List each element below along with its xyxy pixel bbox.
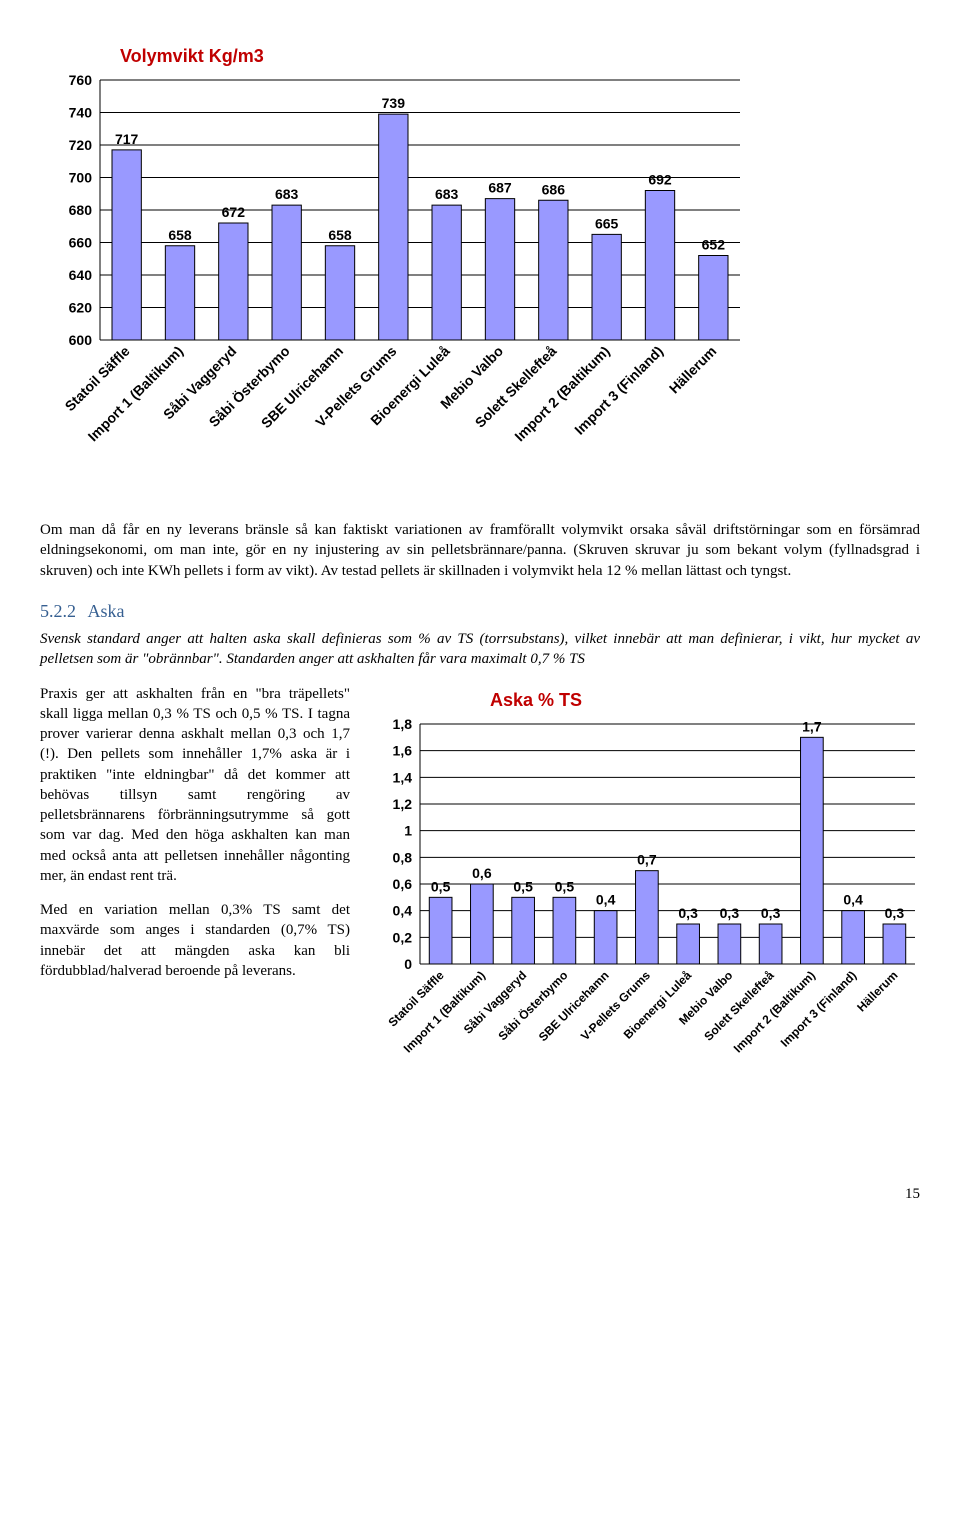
svg-text:0,6: 0,6 [393,876,413,892]
svg-text:1,2: 1,2 [393,796,413,812]
section-number: 5.2.2 [40,601,76,621]
svg-text:687: 687 [488,180,512,196]
svg-text:Solett Skellefteå: Solett Skellefteå [701,968,777,1044]
svg-text:1,6: 1,6 [393,742,413,758]
svg-text:600: 600 [69,332,93,348]
svg-text:683: 683 [435,186,459,202]
svg-text:Import 3 (Finland): Import 3 (Finland) [778,968,860,1050]
svg-text:0,5: 0,5 [513,878,533,894]
svg-text:0,3: 0,3 [885,905,905,921]
svg-text:Import 3 (Finland): Import 3 (Finland) [571,343,666,438]
svg-text:0,5: 0,5 [555,878,575,894]
svg-text:1,8: 1,8 [393,716,413,732]
svg-text:760: 760 [69,72,93,88]
svg-text:0,7: 0,7 [637,851,657,867]
svg-text:0: 0 [404,956,412,972]
svg-text:652: 652 [702,237,726,253]
svg-text:658: 658 [168,227,192,243]
svg-text:1,4: 1,4 [393,769,413,785]
svg-text:V-Pellets Grums: V-Pellets Grums [578,968,653,1043]
section-heading: 5.2.2 Aska [40,599,920,623]
svg-text:683: 683 [275,186,299,202]
paragraph-3: Praxis ger att askhalten från en "bra tr… [40,684,350,887]
svg-text:720: 720 [69,137,93,153]
svg-text:0,3: 0,3 [720,905,740,921]
paragraph-4: Med en variation mellan 0,3% TS samt det… [40,900,350,981]
svg-text:SBE Ulricehamn: SBE Ulricehamn [536,968,612,1044]
paragraph-2: Svensk standard anger att halten aska sk… [40,629,920,670]
svg-text:717: 717 [115,131,139,147]
svg-text:665: 665 [595,215,619,231]
svg-text:740: 740 [69,105,93,121]
svg-text:0,3: 0,3 [678,905,698,921]
svg-text:1,7: 1,7 [802,718,822,734]
svg-text:0,4: 0,4 [393,902,413,918]
svg-text:739: 739 [382,95,406,111]
section-title: Aska [88,601,125,621]
svg-text:0,4: 0,4 [843,891,863,907]
paragraph-1: Om man då får en ny leverans bränsle så … [40,520,920,581]
chart1-svg: Volymvikt Kg/m3 600 620 640 660 680 700 720 740 7… [40,40,760,500]
svg-text:Import 1 (Baltikum): Import 1 (Baltikum) [85,343,187,445]
volymvikt-chart: Volymvikt Kg/m3 600 620 640 660 680 700 720 740 7… [40,40,920,500]
svg-text:680: 680 [69,202,93,218]
svg-text:Hällerum: Hällerum [666,343,720,397]
svg-text:0,4: 0,4 [596,891,616,907]
svg-text:658: 658 [328,227,352,243]
svg-text:Aska % TS: Aska % TS [490,690,582,710]
svg-text:0,2: 0,2 [393,929,413,945]
svg-text:Hällerum: Hällerum [854,968,900,1014]
svg-text:0,5: 0,5 [431,878,451,894]
aska-chart: Aska % TS00,20,40,60,811,21,41,61,80,5St… [370,684,930,1134]
svg-text:700: 700 [69,170,93,186]
svg-text:1: 1 [404,822,412,838]
svg-text:660: 660 [69,235,93,251]
svg-text:672: 672 [222,204,246,220]
svg-text:640: 640 [69,267,93,283]
chart2-svg: Aska % TS00,20,40,60,811,21,41,61,80,5St… [370,684,930,1134]
svg-text:Volymvikt Kg/m3: Volymvikt Kg/m3 [120,46,264,66]
svg-text:0,8: 0,8 [393,849,413,865]
svg-text:Import 2 (Baltikum): Import 2 (Baltikum) [511,343,613,445]
svg-text:620: 620 [69,300,93,316]
svg-text:Såbi Österbymo: Såbi Österbymo [495,967,571,1043]
svg-text:686: 686 [542,181,566,197]
svg-text:692: 692 [648,172,672,188]
page-number: 15 [40,1184,920,1204]
svg-text:0,3: 0,3 [761,905,781,921]
svg-text:0,6: 0,6 [472,865,492,881]
